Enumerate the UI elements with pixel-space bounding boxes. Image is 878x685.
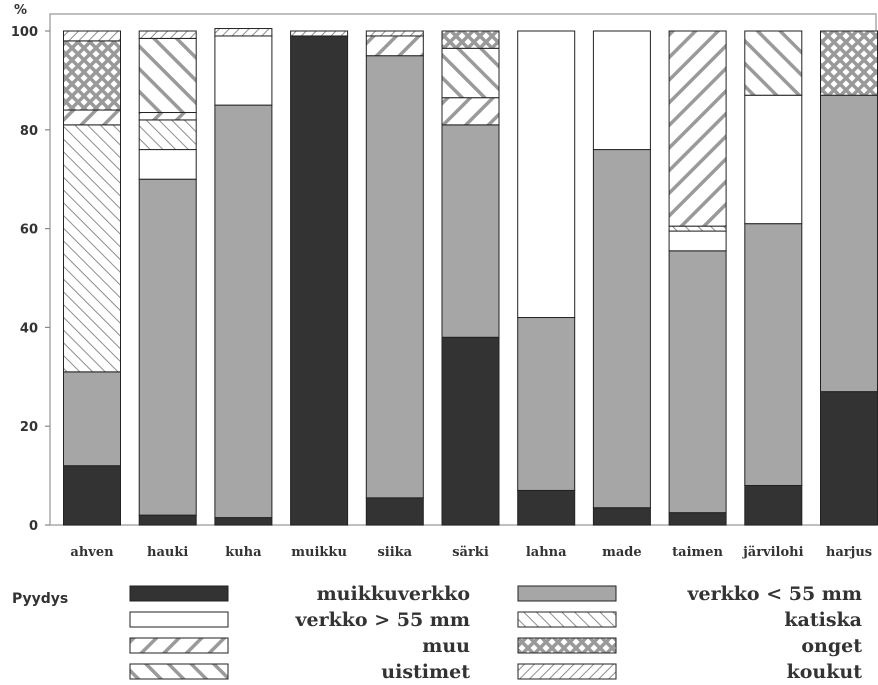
x-category-label: lahna [526,545,567,560]
bar-segment-10-6 [820,30,878,96]
bar-segment-1-2 [138,149,197,180]
bar-segment-0-3 [63,124,121,373]
bar-segment-4-4 [365,35,424,57]
bar-segment-3-7 [290,30,349,37]
y-tick-label: 20 [20,420,38,435]
legend-label: koukut [787,661,863,683]
bar-segment-10-1 [820,94,878,393]
bar-segment-1-4 [138,112,197,121]
bar-segment-4-0 [365,497,424,526]
legend-swatch [129,585,229,602]
x-category-label: harjus [826,545,872,560]
y-tick-label: 40 [20,321,38,336]
bar-segment-5-1 [441,124,500,338]
bar-segment-8-4 [668,30,727,227]
bar-segment-6-1 [517,317,576,491]
bar-segment-0-4 [63,109,121,126]
bar-segment-9-5 [744,30,803,96]
bar-segment-5-4 [441,97,500,126]
bar-segment-2-2 [214,35,273,106]
legend-label: verkko > 55 mm [294,609,470,631]
bar-segment-4-1 [365,55,424,499]
bar-segment-7-2 [592,30,651,151]
legend-label: onget [801,635,862,657]
legend-label: muu [422,635,470,657]
bar-segment-8-0 [668,512,727,526]
x-category-label: siika [377,545,412,560]
bar-segment-0-1 [63,371,121,467]
bar-segment-7-1 [592,149,651,509]
bar-segment-3-0 [290,35,349,526]
bar-segment-9-0 [744,484,803,526]
legend-swatch [129,663,229,680]
legend-swatch [517,637,617,654]
bar-segment-2-1 [214,104,273,519]
bar-segment-10-0 [820,391,878,526]
legend-label: uistimet [381,661,470,683]
bar-segment-0-0 [63,465,121,526]
x-category-label: made [602,545,642,560]
bar-segment-5-5 [441,47,500,99]
bar-segment-6-0 [517,489,576,526]
bar-segment-1-1 [138,178,197,516]
bar-segment-8-1 [668,250,727,514]
bar-segment-5-0 [441,336,500,526]
bar-segment-2-7 [214,28,273,37]
legend-swatch [517,611,617,628]
bar-segment-1-3 [138,119,197,151]
bar-segment-4-7 [365,30,424,37]
legend-label: muikkuverkko [317,583,470,605]
x-category-label: hauki [147,545,188,560]
y-unit-label: % [14,3,27,18]
x-category-label: järvilohi [742,545,804,560]
y-tick-label: 100 [11,25,38,40]
bar-segment-9-1 [744,223,803,486]
bar-segment-2-0 [214,517,273,526]
bar-segment-1-7 [138,30,197,39]
bar-segment-8-3 [668,225,727,232]
legend-swatch [517,663,617,680]
legend-label: verkko < 55 mm [686,583,862,605]
bar-segment-8-2 [668,230,727,252]
legend-title: Pyydys [12,591,68,607]
x-category-label: särki [452,545,489,560]
bar-segment-5-6 [441,30,500,49]
x-category-label: taimen [672,545,723,560]
bar-segment-7-0 [592,507,651,526]
x-category-label: ahven [70,545,114,560]
y-tick-label: 80 [20,124,38,139]
legend-swatch [129,637,229,654]
x-category-label: kuha [225,545,262,560]
legend-swatch [129,611,229,628]
bar-segment-1-0 [138,514,197,526]
legend-label: katiska [784,609,862,631]
y-tick-label: 60 [20,223,38,238]
bar-segment-9-2 [744,94,803,225]
bar-segment-0-7 [63,30,121,42]
bar-segment-0-6 [63,40,121,111]
y-tick-label: 0 [29,519,38,534]
x-category-label: muikku [291,545,347,560]
bar-segment-1-5 [138,37,197,114]
bar-segment-6-2 [517,30,576,319]
legend-swatch [517,585,617,602]
